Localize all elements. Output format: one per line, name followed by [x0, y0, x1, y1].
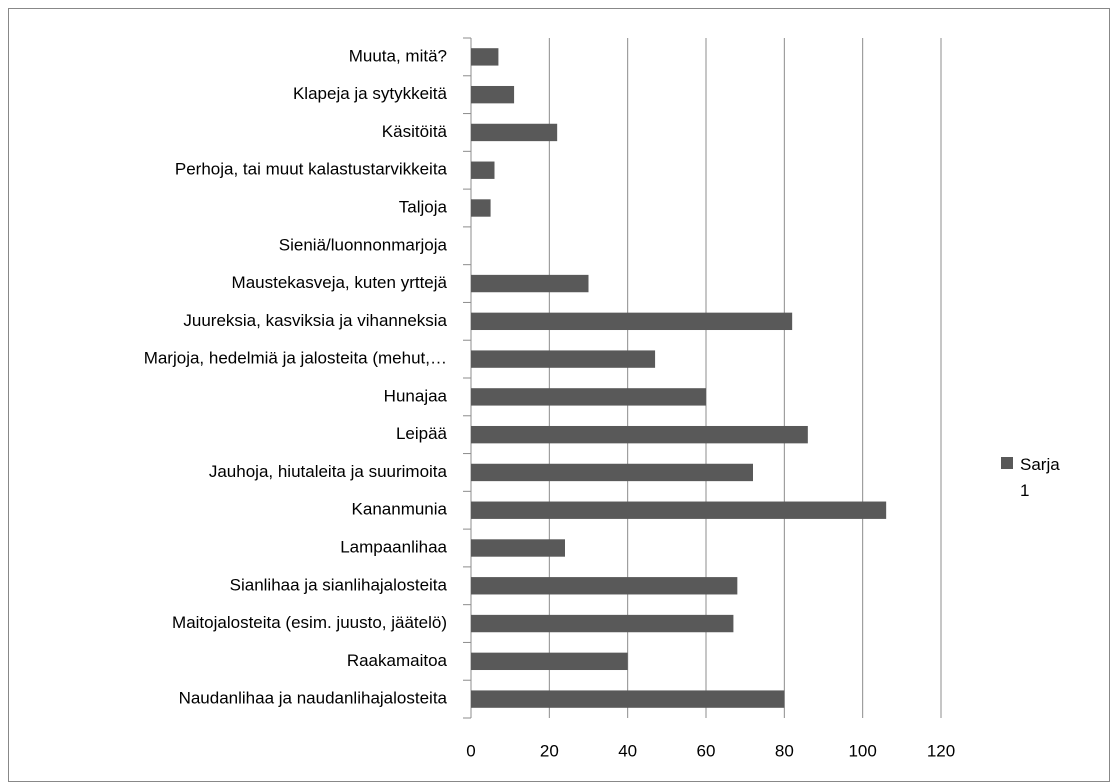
y-tick-label: Perhoja, tai muut kalastustarvikkeita: [175, 160, 448, 179]
bar: [471, 690, 785, 708]
y-tick-label: Marjoja, hedelmiä ja jalosteita (mehut,…: [144, 349, 447, 368]
y-tick-label: Lampaanlihaa: [340, 537, 447, 556]
y-tick-label: Maitojalosteita (esim. juusto, jäätelö): [172, 613, 447, 632]
bar: [471, 312, 793, 331]
y-tick-label: Juureksia, kasviksia ja vihanneksia: [183, 311, 447, 330]
y-tick-label: Sieniä/luonnonmarjoja: [279, 235, 448, 254]
bar: [471, 274, 589, 293]
y-tick-label: Taljoja: [399, 197, 448, 216]
bar: [471, 463, 753, 482]
y-tick-label: Muuta, mitä?: [349, 46, 447, 65]
y-tick-label: Klapeja ja sytykkeitä: [293, 84, 448, 103]
bar: [471, 501, 887, 519]
y-tick-label: Sianlihaa ja sianlihajalosteita: [230, 575, 448, 594]
y-tick-label: Maustekasveja, kuten yrttejä: [232, 273, 448, 292]
bar: [471, 123, 558, 142]
bar: [471, 425, 808, 444]
x-tick-label: 100: [848, 741, 876, 760]
y-tick-label: Jauhoja, hiutaleita ja suurimoita: [209, 462, 448, 481]
bar: [471, 652, 628, 671]
x-tick-label: 40: [618, 741, 637, 760]
y-tick-label: Hunajaa: [384, 386, 448, 405]
bar: [471, 48, 499, 66]
bar: [471, 539, 565, 557]
x-tick-label: 60: [697, 741, 716, 760]
x-tick-label: 120: [927, 741, 955, 760]
bar: [471, 577, 738, 595]
y-tick-label: Käsitöitä: [382, 122, 448, 141]
legend-label: Sarja 1: [1020, 455, 1060, 500]
bar: [471, 199, 491, 217]
bar: [471, 85, 515, 104]
bar: [471, 388, 706, 406]
y-tick-label: Kananmunia: [352, 500, 448, 519]
x-tick-label: 0: [466, 741, 475, 760]
bar: [471, 614, 734, 633]
x-tick-label: 80: [775, 741, 794, 760]
chart-border: [8, 8, 1110, 782]
y-tick-label: Naudanlihaa ja naudanlihajalosteita: [179, 689, 448, 708]
bar: [471, 161, 495, 179]
legend-swatch: [1001, 457, 1013, 469]
x-tick-label: 20: [540, 741, 559, 760]
y-tick-label: Raakamaitoa: [347, 651, 448, 670]
bar: [471, 350, 656, 368]
y-tick-label: Leipää: [396, 424, 448, 443]
